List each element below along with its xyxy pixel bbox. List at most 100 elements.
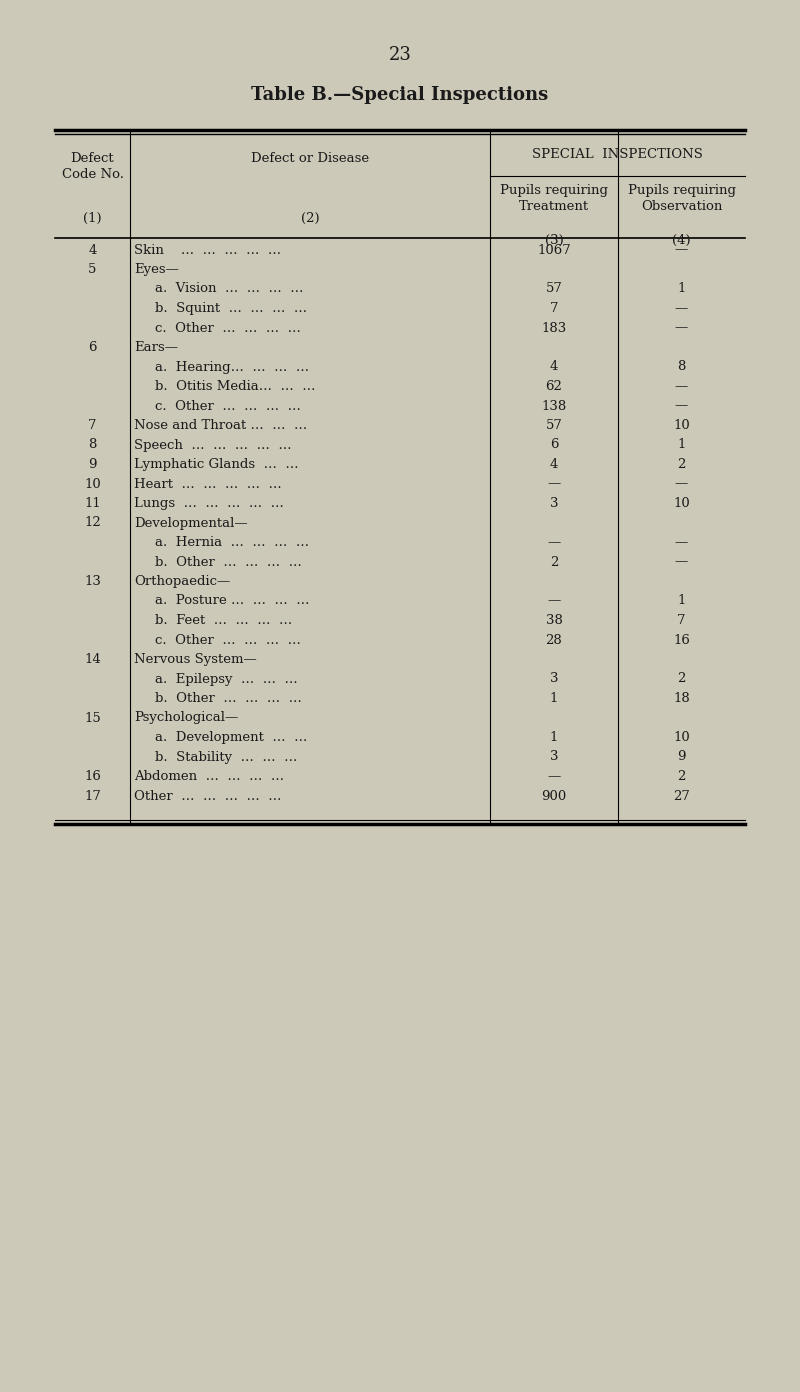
Text: 6: 6: [88, 341, 97, 354]
Text: 16: 16: [673, 633, 690, 646]
Text: Defect: Defect: [70, 152, 114, 166]
Text: (4): (4): [672, 234, 691, 246]
Text: 6: 6: [550, 438, 558, 451]
Text: —: —: [675, 302, 688, 315]
Text: Abdomen  …  …  …  …: Abdomen … … … …: [134, 770, 284, 782]
Text: Nervous System—: Nervous System—: [134, 653, 257, 665]
Text: —: —: [547, 594, 561, 607]
Text: —: —: [675, 536, 688, 548]
Text: 7: 7: [550, 302, 558, 315]
Text: 900: 900: [542, 789, 566, 803]
Text: —: —: [675, 322, 688, 334]
Text: 2: 2: [678, 672, 686, 685]
Text: 9: 9: [678, 750, 686, 763]
Text: Treatment: Treatment: [519, 200, 589, 213]
Text: —: —: [675, 555, 688, 568]
Text: 3: 3: [550, 497, 558, 509]
Text: Pupils requiring: Pupils requiring: [500, 184, 608, 198]
Text: 8: 8: [678, 361, 686, 373]
Text: b.  Stability  …  …  …: b. Stability … … …: [155, 750, 298, 763]
Text: —: —: [675, 400, 688, 412]
Text: a.  Development  …  …: a. Development … …: [155, 731, 307, 743]
Text: —: —: [547, 770, 561, 782]
Text: 10: 10: [673, 419, 690, 432]
Text: 2: 2: [678, 458, 686, 470]
Text: a.  Vision  …  …  …  …: a. Vision … … … …: [155, 283, 303, 295]
Text: —: —: [675, 380, 688, 393]
Text: —: —: [547, 477, 561, 490]
Text: 17: 17: [84, 789, 101, 803]
Text: 1: 1: [550, 731, 558, 743]
Text: 14: 14: [84, 653, 101, 665]
Text: SPECIAL  INSPECTIONS: SPECIAL INSPECTIONS: [532, 148, 703, 161]
Text: a.  Hearing…  …  …  …: a. Hearing… … … …: [155, 361, 309, 373]
Text: Other  …  …  …  …  …: Other … … … … …: [134, 789, 282, 803]
Text: 1: 1: [678, 438, 686, 451]
Text: a.  Posture …  …  …  …: a. Posture … … … …: [155, 594, 310, 607]
Text: Pupils requiring: Pupils requiring: [627, 184, 735, 198]
Text: Lymphatic Glands  …  …: Lymphatic Glands … …: [134, 458, 298, 470]
Text: 2: 2: [550, 555, 558, 568]
Text: 13: 13: [84, 575, 101, 587]
Text: c.  Other  …  …  …  …: c. Other … … … …: [155, 322, 301, 334]
Text: Speech  …  …  …  …  …: Speech … … … … …: [134, 438, 292, 451]
Text: 15: 15: [84, 711, 101, 724]
Text: c.  Other  …  …  …  …: c. Other … … … …: [155, 633, 301, 646]
Text: 57: 57: [546, 419, 562, 432]
Text: a.  Epilepsy  …  …  …: a. Epilepsy … … …: [155, 672, 298, 685]
Text: Eyes—: Eyes—: [134, 263, 179, 276]
Text: 23: 23: [389, 46, 411, 64]
Text: —: —: [675, 244, 688, 256]
Text: 2: 2: [678, 770, 686, 782]
Text: Defect or Disease: Defect or Disease: [251, 152, 369, 166]
Text: —: —: [675, 477, 688, 490]
Text: 3: 3: [550, 750, 558, 763]
Text: 62: 62: [546, 380, 562, 393]
Text: b.  Other  …  …  …  …: b. Other … … … …: [155, 555, 302, 568]
Text: 10: 10: [84, 477, 101, 490]
Text: 1: 1: [678, 594, 686, 607]
Text: 57: 57: [546, 283, 562, 295]
Text: Heart  …  …  …  …  …: Heart … … … … …: [134, 477, 282, 490]
Text: (2): (2): [301, 212, 319, 226]
Text: 10: 10: [673, 731, 690, 743]
Text: 28: 28: [546, 633, 562, 646]
Text: b.  Otitis Media…  …  …: b. Otitis Media… … …: [155, 380, 315, 393]
Text: 12: 12: [84, 516, 101, 529]
Text: 38: 38: [546, 614, 562, 626]
Text: a.  Hernia  …  …  …  …: a. Hernia … … … …: [155, 536, 309, 548]
Text: 18: 18: [673, 692, 690, 704]
Text: c.  Other  …  …  …  …: c. Other … … … …: [155, 400, 301, 412]
Text: 8: 8: [88, 438, 97, 451]
Text: 10: 10: [673, 497, 690, 509]
Text: —: —: [547, 536, 561, 548]
Text: 7: 7: [88, 419, 97, 432]
Text: 1: 1: [550, 692, 558, 704]
Text: 138: 138: [542, 400, 566, 412]
Text: 1067: 1067: [537, 244, 571, 256]
Text: b.  Other  …  …  …  …: b. Other … … … …: [155, 692, 302, 704]
Text: Nose and Throat …  …  …: Nose and Throat … … …: [134, 419, 307, 432]
Text: b.  Feet  …  …  …  …: b. Feet … … … …: [155, 614, 292, 626]
Text: 4: 4: [88, 244, 97, 256]
Text: Psychological—: Psychological—: [134, 711, 238, 724]
Text: 3: 3: [550, 672, 558, 685]
Text: (1): (1): [83, 212, 102, 226]
Text: 1: 1: [678, 283, 686, 295]
Text: 183: 183: [542, 322, 566, 334]
Text: Table B.—Special Inspections: Table B.—Special Inspections: [251, 86, 549, 104]
Text: 16: 16: [84, 770, 101, 782]
Text: Ears—: Ears—: [134, 341, 178, 354]
Text: Code No.: Code No.: [62, 168, 123, 181]
Text: Observation: Observation: [641, 200, 722, 213]
Text: 11: 11: [84, 497, 101, 509]
Text: 9: 9: [88, 458, 97, 470]
Text: Lungs  …  …  …  …  …: Lungs … … … … …: [134, 497, 284, 509]
Text: 4: 4: [550, 458, 558, 470]
Text: 7: 7: [678, 614, 686, 626]
Text: Skin    …  …  …  …  …: Skin … … … … …: [134, 244, 281, 256]
Text: (3): (3): [545, 234, 563, 246]
Text: b.  Squint  …  …  …  …: b. Squint … … … …: [155, 302, 307, 315]
Text: Orthopaedic—: Orthopaedic—: [134, 575, 230, 587]
Text: Developmental—: Developmental—: [134, 516, 248, 529]
